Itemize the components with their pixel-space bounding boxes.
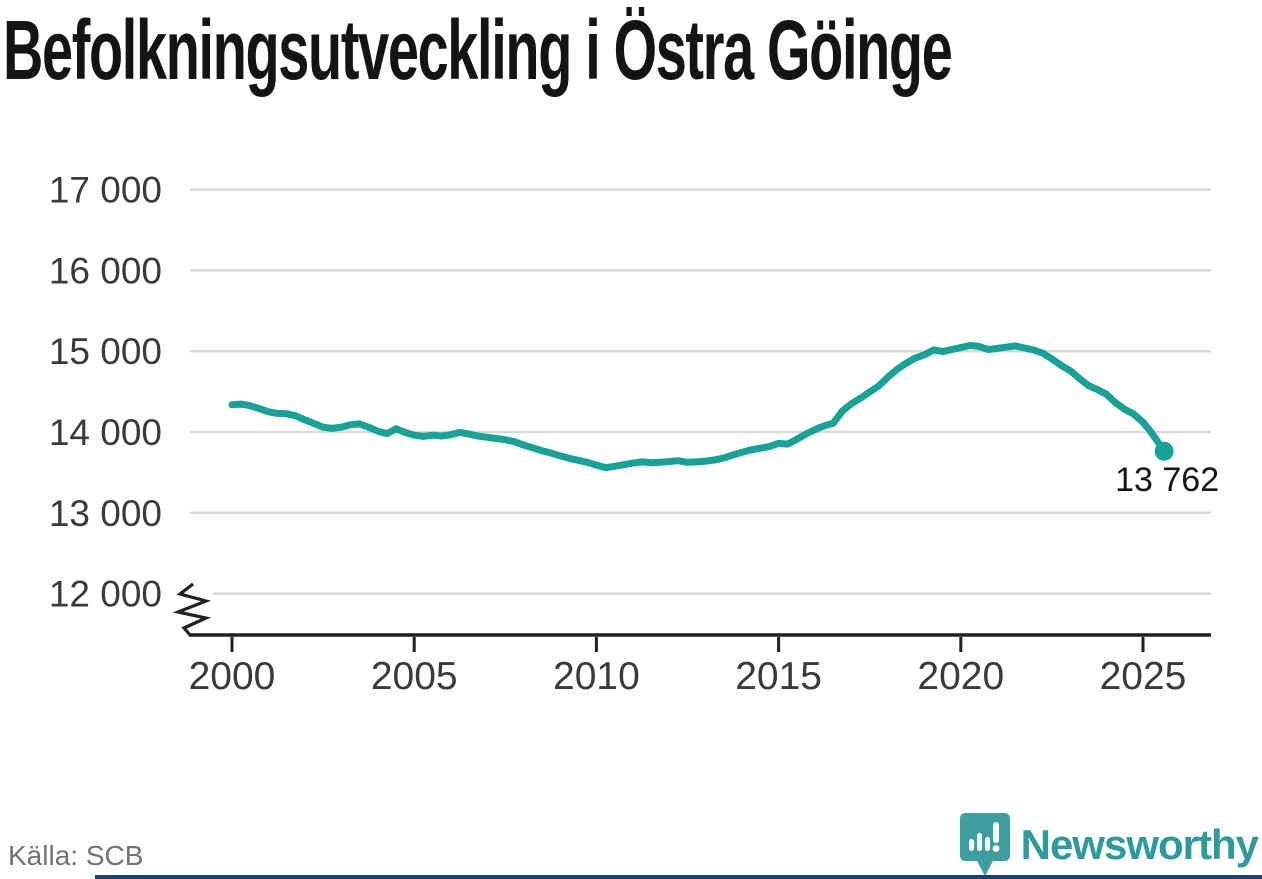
y-tick-label-14000: 14 000 xyxy=(49,412,162,453)
y-axis-break-symbol xyxy=(172,582,212,638)
logo-bar-1 xyxy=(968,839,974,851)
chart-title: Befolkningsutveckling i Östra Göinge xyxy=(3,3,953,97)
axis-layer: 2000 2005 2010 2015 2020 2025 xyxy=(172,582,1211,698)
latest-value-dot xyxy=(1154,441,1174,461)
newsworthy-logo: Newsworthy xyxy=(959,812,1259,878)
latest-value-label: 13 762 xyxy=(1115,461,1219,499)
population-line xyxy=(228,342,1168,472)
x-tick-label-2010: 2010 xyxy=(553,655,640,698)
y-tick-label-12000: 12 000 xyxy=(49,574,162,615)
x-tick-label-2005: 2005 xyxy=(371,655,458,698)
newsworthy-logo-icon xyxy=(959,813,1010,876)
y-tick-label-13000: 13 000 xyxy=(49,493,162,534)
logo-exclamation-dot xyxy=(992,845,1000,852)
logo-bar-3 xyxy=(984,837,990,851)
logo-bar-2 xyxy=(976,833,982,851)
logo-exclamation-stem xyxy=(992,822,999,843)
series-layer xyxy=(228,342,1168,472)
y-tick-label-15000: 15 000 xyxy=(49,331,162,372)
y-tick-label-16000: 16 000 xyxy=(49,250,162,291)
bottom-accent-bar xyxy=(95,875,1262,879)
gridlines-layer: 17 000 16 000 15 000 14 000 13 000 12 000 xyxy=(49,170,1211,615)
newsworthy-wordmark: Newsworthy xyxy=(1020,821,1259,868)
population-line-chart: 17 000 16 000 15 000 14 000 13 000 12 000 200… xyxy=(49,170,1219,698)
y-tick-label-17000: 17 000 xyxy=(49,170,162,211)
x-tick-label-2015: 2015 xyxy=(735,655,822,698)
x-tick-label-2025: 2025 xyxy=(1100,655,1187,698)
x-tick-label-2020: 2020 xyxy=(917,655,1004,698)
source-label: Källa: SCB xyxy=(8,840,144,871)
x-tick-label-2000: 2000 xyxy=(189,655,276,698)
